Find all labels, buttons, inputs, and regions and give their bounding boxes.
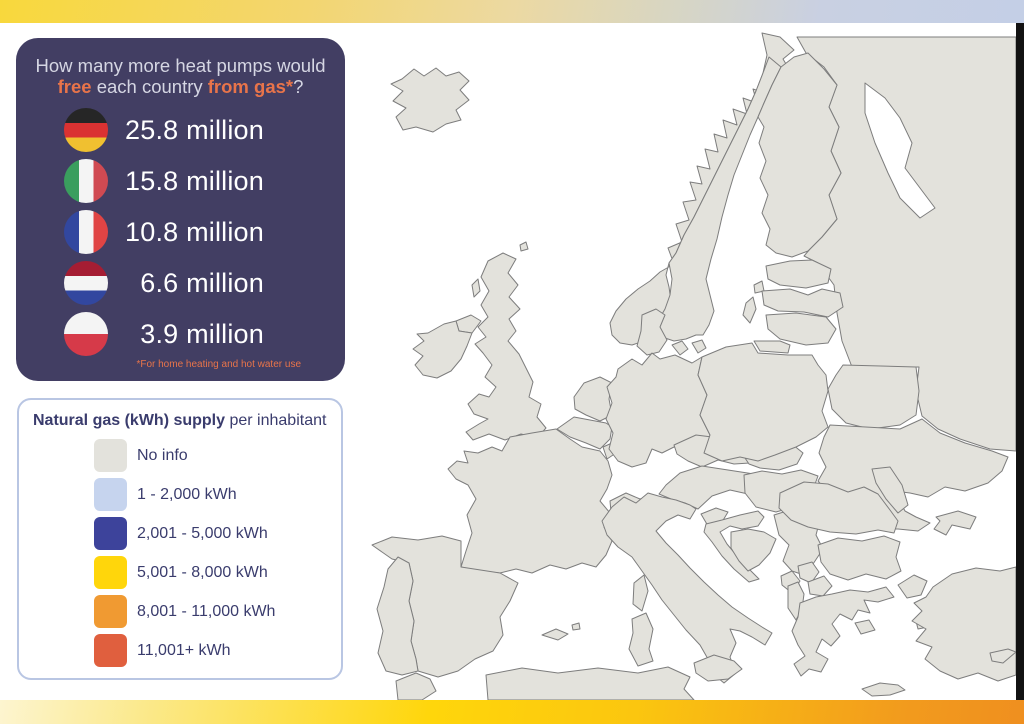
country-kaliningrad bbox=[753, 340, 791, 354]
island-menorca bbox=[571, 622, 581, 631]
kwh-5001-8000-label: 5,001 - 8,000 kWh bbox=[137, 563, 268, 581]
legend-panel: Natural gas (kWh) supply per inhabitant … bbox=[17, 398, 343, 680]
country-croatia bbox=[703, 510, 765, 583]
island-crete bbox=[861, 682, 906, 697]
country-sweden bbox=[651, 56, 782, 342]
island-hebrides bbox=[471, 278, 481, 298]
no-info-swatch bbox=[94, 439, 127, 472]
italy-value: 15.8 million bbox=[125, 165, 264, 196]
country-moldova bbox=[871, 466, 909, 514]
island-mallorca bbox=[541, 628, 569, 641]
list-item-netherlands: 6.6 million bbox=[64, 261, 345, 305]
kwh-1-2000-swatch bbox=[94, 478, 127, 511]
island-sardinia bbox=[628, 612, 654, 667]
list-item-germany: 25.8 million bbox=[64, 108, 345, 152]
title-line1: How many more heat pumps would bbox=[35, 55, 326, 76]
island-zealand bbox=[691, 339, 707, 354]
netherlands-value: 6.6 million bbox=[140, 267, 264, 298]
country-turkey bbox=[911, 566, 1016, 682]
country-greece bbox=[791, 586, 895, 677]
kwh-5001-8000-swatch bbox=[94, 556, 127, 589]
footnote: *For home heating and hot water use bbox=[136, 359, 301, 370]
white-sea bbox=[864, 82, 936, 219]
legend-item-2001-5000: 2,001 - 5,000 kWh bbox=[94, 517, 341, 550]
title-accent-fromgas: from gas* bbox=[207, 76, 294, 97]
country-belarus bbox=[827, 364, 920, 430]
right-border-strip bbox=[1016, 23, 1024, 700]
country-turkey-thrace bbox=[897, 574, 928, 599]
country-kosovo bbox=[797, 561, 820, 584]
country-portugal bbox=[376, 556, 419, 676]
country-france bbox=[447, 428, 613, 574]
germany-value: 25.8 million bbox=[125, 114, 264, 145]
region-algeria-tunisia bbox=[485, 666, 695, 700]
country-lithuania bbox=[765, 312, 837, 346]
france-flag-icon bbox=[64, 210, 108, 254]
france-value: 10.8 million bbox=[125, 216, 264, 247]
country-north-macedonia bbox=[807, 575, 833, 597]
country-italy bbox=[601, 492, 773, 684]
country-value-list: 25.8 million 15.8 million 10.8 million 6… bbox=[16, 108, 345, 356]
island-sicily bbox=[693, 654, 743, 682]
island-gotland bbox=[742, 296, 757, 324]
europe-choropleth-map bbox=[371, 32, 1016, 700]
kwh-8001-11000-label: 8,001 - 11,000 kWh bbox=[137, 602, 276, 620]
country-finland bbox=[757, 52, 842, 258]
country-romania bbox=[778, 481, 899, 535]
country-cyprus bbox=[989, 648, 1016, 664]
top-gradient-bar bbox=[0, 0, 1024, 23]
panel-title: How many more heat pumps would free each… bbox=[16, 55, 345, 97]
island-funen bbox=[671, 340, 689, 356]
kwh-1-2000-label: 1 - 2,000 kWh bbox=[137, 485, 237, 503]
no-info-label: No info bbox=[137, 446, 188, 464]
legend-item-11001-plus: 11,001+ kWh bbox=[94, 634, 341, 667]
legend-item-8001-11000: 8,001 - 11,000 kWh bbox=[94, 595, 341, 628]
country-bosnia-herzegovina bbox=[730, 528, 777, 572]
country-northern-ireland bbox=[455, 314, 482, 334]
kwh-11001-plus-label: 11,001+ kWh bbox=[137, 641, 231, 659]
legend-item-1-2000: 1 - 2,000 kWh bbox=[94, 478, 341, 511]
list-item-france: 10.8 million bbox=[64, 210, 345, 254]
title-mid: each country bbox=[91, 76, 208, 97]
country-iceland bbox=[390, 67, 470, 133]
country-belgium bbox=[556, 416, 613, 450]
legend-item-5001-8000: 5,001 - 8,000 kWh bbox=[94, 556, 341, 589]
question-panel: How many more heat pumps would free each… bbox=[16, 38, 345, 381]
region-morocco bbox=[395, 672, 437, 700]
italy-flag-icon bbox=[64, 159, 108, 203]
germany-flag-icon bbox=[64, 108, 108, 152]
list-item-poland: 3.9 million bbox=[64, 312, 345, 356]
country-ireland bbox=[412, 320, 473, 379]
legend-items: No info 1 - 2,000 kWh 2,001 - 5,000 kWh … bbox=[19, 439, 341, 667]
legend-title: Natural gas (kWh) supply per inhabitant bbox=[33, 412, 341, 430]
kwh-8001-11000-swatch bbox=[94, 595, 127, 628]
country-estonia bbox=[765, 259, 832, 289]
netherlands-flag-icon bbox=[64, 261, 108, 305]
country-poland bbox=[697, 342, 829, 462]
title-question-mark: ? bbox=[293, 76, 304, 97]
kwh-2001-5000-label: 2,001 - 5,000 kWh bbox=[137, 524, 268, 542]
bottom-gradient-bar bbox=[0, 700, 1024, 724]
poland-value: 3.9 million bbox=[140, 318, 264, 349]
country-latvia bbox=[761, 288, 844, 318]
island-corsica bbox=[632, 574, 649, 612]
country-netherlands bbox=[573, 376, 613, 422]
legend-title-rest: per inhabitant bbox=[225, 412, 327, 429]
island-shetland bbox=[519, 241, 529, 252]
kwh-2001-5000-swatch bbox=[94, 517, 127, 550]
legend-item-no-info: No info bbox=[94, 439, 341, 472]
country-crimea bbox=[933, 510, 977, 536]
legend-title-bold: Natural gas (kWh) supply bbox=[33, 412, 226, 429]
kwh-11001-plus-swatch bbox=[94, 634, 127, 667]
island-euboea bbox=[854, 619, 876, 635]
list-item-italy: 15.8 million bbox=[64, 159, 345, 203]
title-accent-free: free bbox=[57, 76, 92, 97]
poland-flag-icon bbox=[64, 312, 108, 356]
country-bulgaria bbox=[817, 535, 902, 581]
country-denmark bbox=[636, 308, 668, 356]
country-united-kingdom bbox=[465, 252, 547, 441]
